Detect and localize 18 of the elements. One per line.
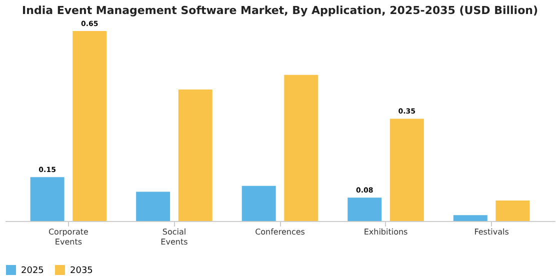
bar [136, 192, 170, 221]
legend-label: 2025 [21, 266, 44, 276]
bar [453, 215, 488, 221]
bar [242, 186, 276, 221]
chart-title: India Event Management Software Market, By Application, 2025-2035 (USD Billion) [22, 4, 538, 17]
legend-label: 2035 [70, 266, 93, 276]
bar [496, 200, 530, 221]
x-tick-label: Exhibitions [364, 228, 408, 236]
bar [30, 177, 64, 221]
bar [348, 198, 382, 221]
x-tick-label: Conferences [255, 228, 305, 236]
bar [284, 74, 318, 221]
x-tick-label: Corporate Events [48, 228, 89, 246]
x-tick-label: Social Events [160, 228, 188, 246]
bar [72, 31, 107, 221]
x-tick-label: Festivals [474, 228, 509, 236]
bar [390, 118, 424, 221]
bar [178, 89, 212, 221]
